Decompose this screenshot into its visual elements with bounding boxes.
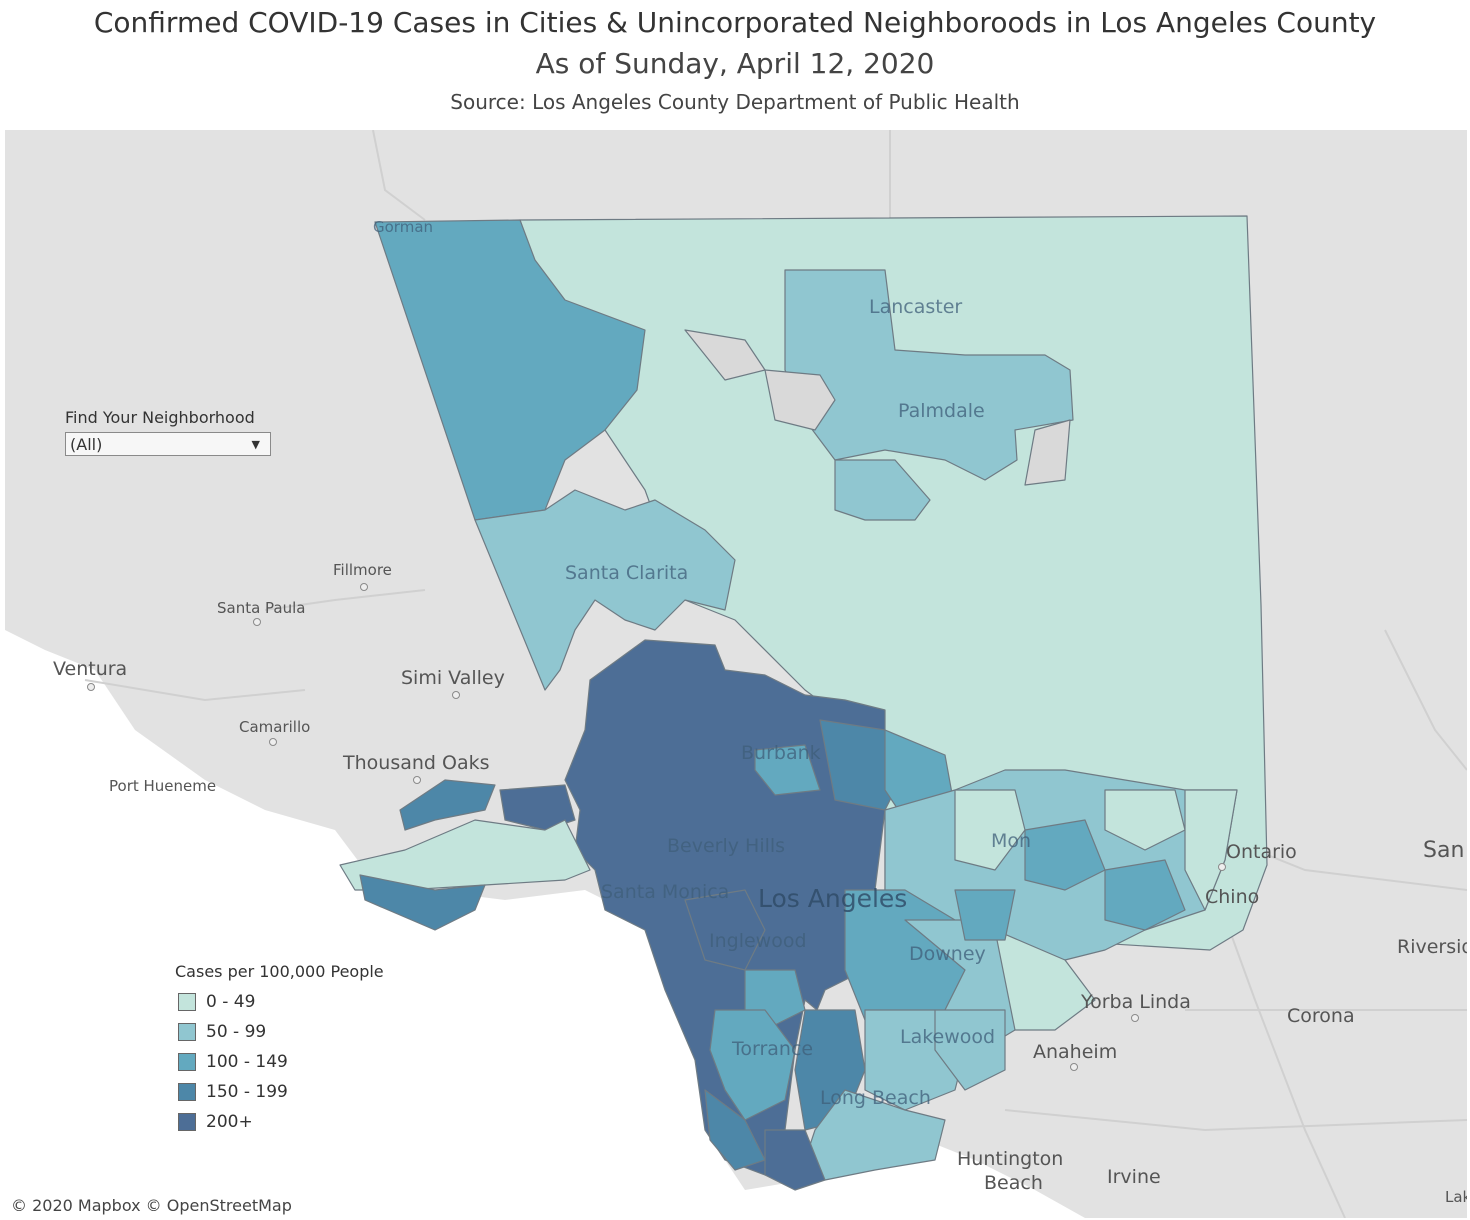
place-label-huntington: Huntington [957, 1148, 1064, 1170]
region-no-data-3 [684, 329, 766, 381]
place-dot-fillmore [360, 583, 368, 591]
place-label-lake: Lak [1445, 1188, 1467, 1206]
place-label-ontario: Ontario [1226, 841, 1297, 863]
place-dot-ventura [87, 683, 95, 691]
place-label-corona: Corona [1287, 1005, 1355, 1027]
place-dot-thousand-oaks [413, 776, 421, 784]
region-palos-verdes [704, 1089, 766, 1171]
place-dot-anaheim [1070, 1063, 1078, 1071]
place-label-irvine: Irvine [1107, 1166, 1161, 1188]
legend-swatch [178, 1053, 196, 1071]
place-dot-ontario [1218, 863, 1226, 871]
region-palmdale-south [834, 459, 931, 521]
place-label-santa-paula: Santa Paula [217, 599, 306, 617]
region-pomona [1104, 859, 1186, 931]
map-title: Confirmed COVID-19 Cases in Cities & Uni… [93, 6, 1377, 39]
map-attribution[interactable]: © 2020 Mapbox © OpenStreetMap [11, 1196, 292, 1215]
region-long-beach [804, 1089, 946, 1181]
place-label-santa-monica: Santa Monica [601, 881, 730, 903]
region-whittier [954, 889, 1016, 941]
place-label-yorba-linda: Yorba Linda [1081, 991, 1191, 1013]
region-cerritos [934, 1009, 1006, 1091]
legend-item[interactable]: 100 - 149 [175, 1047, 384, 1077]
place-dot-santa-paula [253, 618, 261, 626]
region-san-pedro [764, 1129, 826, 1191]
region-sgv-east [1184, 789, 1238, 911]
legend-swatch [178, 1083, 196, 1101]
legend-item[interactable]: 150 - 199 [175, 1077, 384, 1107]
dropdown-arrow-icon[interactable]: ▼ [251, 438, 260, 451]
region-lancaster-palmdale [784, 269, 1074, 481]
region-sgv-3 [1024, 819, 1106, 891]
legend-label: 150 - 199 [206, 1082, 288, 1102]
place-label-riverside: Riversid [1397, 936, 1467, 958]
place-dot-simi-valley [452, 691, 460, 699]
legend-item[interactable]: 0 - 49 [175, 987, 384, 1017]
place-label-palmdale: Palmdale [898, 400, 985, 422]
place-label-torrance: Torrance [732, 1038, 814, 1060]
place-label-beach: Beach [984, 1172, 1043, 1194]
filter-label: Find Your Neighborhood [65, 408, 255, 427]
region-no-data-1 [764, 369, 836, 431]
place-label-beverly-hills: Beverly Hills [667, 835, 786, 857]
county-map[interactable] [5, 130, 1467, 1218]
legend-swatch [178, 993, 196, 1011]
legend-label: 50 - 99 [206, 1022, 267, 1042]
region-burbank [754, 744, 821, 796]
region-torrance [709, 1009, 796, 1121]
place-label-fillmore: Fillmore [333, 561, 392, 579]
place-label-port-hueneme: Port Hueneme [109, 777, 217, 795]
region-sgv-2 [954, 789, 1026, 871]
place-label-chino: Chino [1205, 886, 1260, 908]
place-label-downey: Downey [909, 943, 986, 965]
legend-label: 0 - 49 [206, 992, 256, 1012]
place-label-anaheim: Anaheim [1033, 1041, 1118, 1063]
map-header: Confirmed COVID-19 Cases in Cities & Uni… [0, 0, 1470, 128]
legend-label: 200+ [206, 1112, 253, 1132]
data-source: Source: Los Angeles County Department of… [450, 90, 1020, 114]
map-canvas[interactable]: Gorman Lancaster Palmdale Fillmore Santa… [5, 130, 1467, 1218]
place-label-lancaster: Lancaster [869, 296, 963, 318]
legend-swatch [178, 1113, 196, 1131]
legend-title: Cases per 100,000 People [175, 962, 384, 981]
place-label-el-monte: Mon [991, 830, 1032, 852]
place-label-los-angeles: Los Angeles [758, 884, 908, 913]
legend-item[interactable]: 200+ [175, 1107, 384, 1137]
region-southeast-3 [994, 929, 1096, 1031]
place-label-ventura: Ventura [53, 658, 128, 680]
map-date-subtitle: As of Sunday, April 12, 2020 [535, 47, 935, 80]
dropdown-value: (All) [70, 435, 103, 454]
place-label-thousand-oaks: Thousand Oaks [343, 752, 490, 774]
region-sgv-4 [1104, 789, 1186, 851]
place-dot-yorba-linda [1131, 1014, 1139, 1022]
region-calabasas [399, 779, 496, 831]
region-no-data-2 [1024, 419, 1071, 486]
ocean [5, 630, 1085, 1218]
place-label-lakewood: Lakewood [900, 1026, 996, 1048]
place-dot-camarillo [269, 738, 277, 746]
place-label-simi-valley: Simi Valley [401, 667, 505, 689]
place-label-santa-clarita: Santa Clarita [565, 562, 689, 584]
region-malibu-coast [359, 874, 486, 931]
legend-label: 100 - 149 [206, 1052, 288, 1072]
place-label-camarillo: Camarillo [239, 718, 311, 736]
legend-item[interactable]: 50 - 99 [175, 1017, 384, 1047]
place-label-gorman: Gorman [373, 218, 434, 236]
neighborhood-filter: Find Your Neighborhood (All) ▼ [65, 408, 271, 456]
place-label-san-bernardino: San [1423, 838, 1465, 863]
place-label-long-beach: Long Beach [820, 1087, 931, 1109]
region-santa-clarita [474, 489, 736, 691]
place-label-inglewood: Inglewood [709, 930, 807, 952]
legend-swatch [178, 1023, 196, 1041]
legend: Cases per 100,000 People 0 - 49 50 - 99 … [175, 962, 384, 1137]
neighborhood-dropdown[interactable]: (All) ▼ [65, 432, 271, 456]
place-label-burbank: Burbank [741, 742, 821, 764]
